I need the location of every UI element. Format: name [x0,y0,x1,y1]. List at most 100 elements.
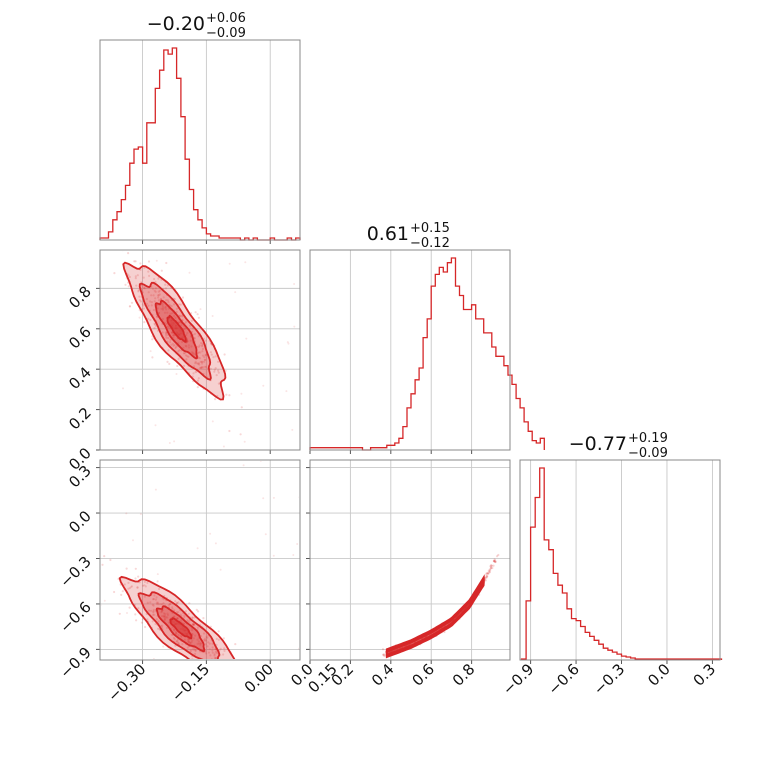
panel-frame [309,249,511,451]
sample-point [185,345,188,348]
sample-point [485,576,488,579]
sample-point [203,637,207,640]
sample-point [153,594,156,597]
sample-point [190,640,193,644]
sample-point [155,618,158,621]
sample-point [144,625,147,629]
sample-point [143,266,146,269]
sample-point [484,579,487,582]
sample-point [485,572,488,575]
sample-point [182,352,185,355]
sample-point [245,337,248,340]
sample-point [127,252,130,255]
sample-point [492,559,495,563]
title-1-minus: −0.12 [410,236,450,251]
sample-point [136,586,139,589]
density-contour [118,575,236,659]
sample-point [189,642,192,645]
sample-point [128,305,131,308]
sample-point [201,350,204,353]
sample-point [382,653,385,657]
sample-point [490,564,493,567]
sample-point [152,597,155,601]
sample-point [223,649,226,653]
sample-point [213,653,216,656]
sample-point [213,370,216,373]
sample-point [181,643,184,646]
sample-point [215,374,218,377]
sample-point [217,630,220,633]
sample-point [175,373,178,375]
sample-point [211,642,214,645]
sample-point [169,602,172,606]
x-tick-label: −0.3 [590,660,628,698]
sample-point [217,369,220,372]
sample-point [125,512,128,515]
sample-point [189,641,192,645]
sample-point [188,271,191,274]
sample-point [200,365,203,369]
sample-point [165,334,168,337]
sample-point [190,345,193,348]
sample-point [192,372,195,375]
sample-point [285,390,288,393]
sample-point [239,433,242,436]
sample-point [204,365,208,368]
title-2-median: −0.77 [569,433,627,455]
sample-point [160,610,163,613]
sample-point [197,642,201,645]
sample-point [200,345,204,348]
sample-point [151,620,154,623]
sample-point [177,641,180,644]
sample-point [153,322,156,325]
sample-point [243,440,246,443]
sample-point [171,607,174,610]
sample-point [229,671,231,673]
sample-point [194,360,197,363]
sample-point [175,611,178,614]
sample-point [207,661,209,663]
sample-point [94,216,96,218]
x-tick-label: −0.6 [544,660,582,698]
sample-point [494,560,497,563]
sample-point [496,555,499,558]
sample-point [192,351,195,354]
sample-point [191,616,194,619]
sample-point [211,420,214,423]
sample-point [169,338,172,341]
sample-point [183,614,186,617]
sample-point [166,284,169,287]
sample-point [264,533,267,536]
sample-point [172,628,176,631]
y-tick-label: 0.4 [65,363,95,393]
sample-point [187,621,191,624]
sample-point [164,283,167,286]
sample-point [163,614,167,617]
sample-point [493,560,497,564]
sample-point [174,644,177,647]
sample-point [166,616,169,619]
sample-point [156,601,160,604]
sample-point [186,355,189,358]
sample-point [165,308,168,311]
sample-point [183,638,186,641]
sample-point [147,270,150,273]
sample-point [157,294,160,297]
sample-point [222,637,225,640]
sample-point [214,656,217,659]
sample-point [137,289,140,292]
sample-point [227,672,229,674]
sample-point [178,303,181,306]
sample-point [156,603,159,606]
sample-point [157,296,160,299]
sample-point [153,289,156,292]
x-tick-label: −0.30 [104,660,149,705]
sample-point [165,616,168,619]
sample-point [201,354,205,357]
sample-point [160,615,163,618]
sample-point [286,341,289,344]
scatter-panel-param1-vs-param2 [306,459,511,664]
sample-point [180,635,183,638]
sample-point [217,638,220,641]
sample-point [203,638,206,642]
